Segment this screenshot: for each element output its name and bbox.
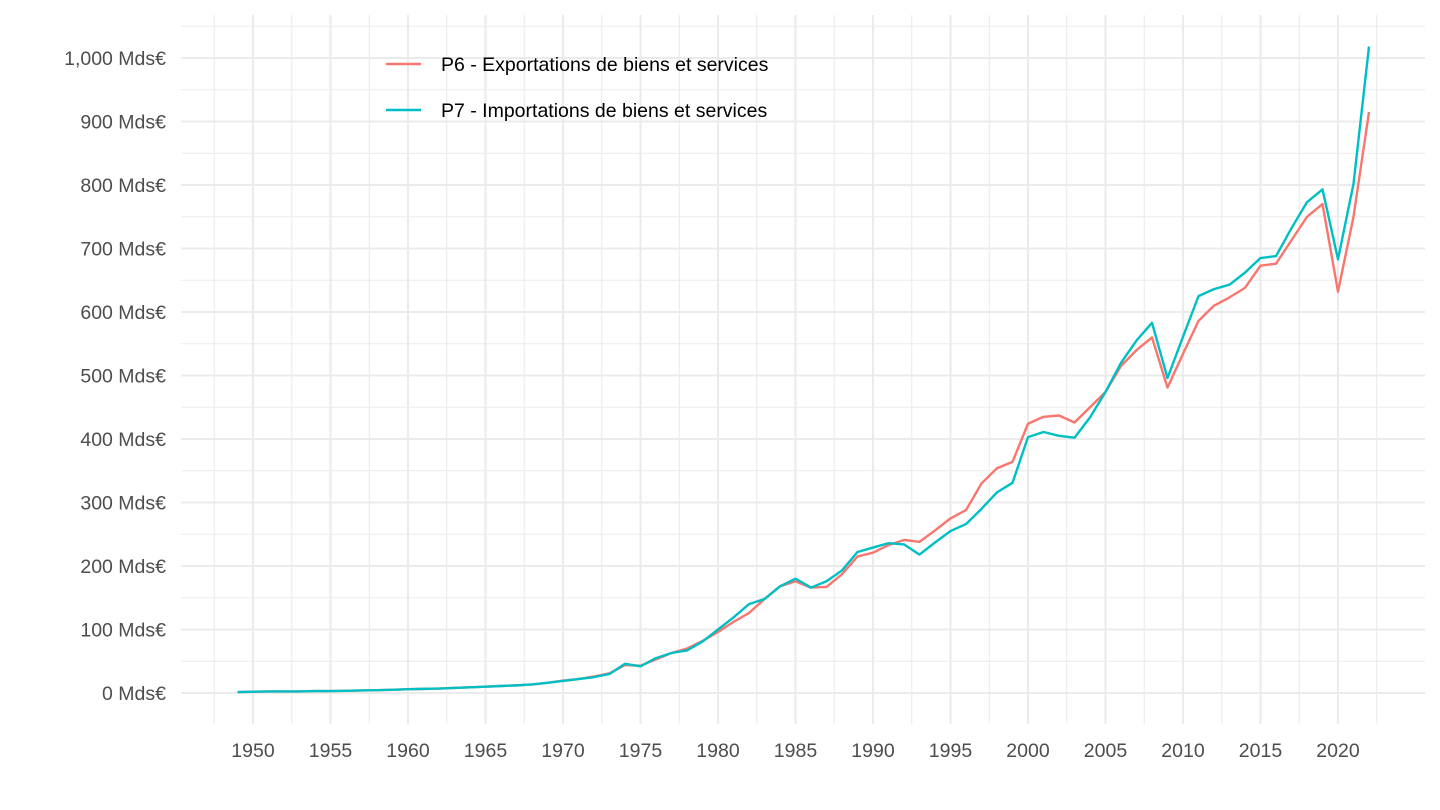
series-line-imports — [237, 46, 1371, 694]
legend-label-imports: P7 - Importations de biens et services — [441, 100, 767, 122]
y-tick-label: 300 Mds€ — [80, 493, 166, 515]
x-axis-tick-labels: 1950 1955 1960 1965 1970 1975 1980 1985 1990 1995… — [231, 740, 1360, 762]
x-tick-label: 1990 — [851, 740, 895, 762]
legend-label-exports: P6 - Exportations de biens et services — [441, 54, 769, 76]
x-tick-label: 2015 — [1239, 740, 1283, 762]
y-axis-tick-labels: 0 Mds€ 100 Mds€ 200 Mds€ 300 Mds€ 400 Mds€ 50… — [64, 48, 166, 705]
y-tick-label: 700 Mds€ — [80, 239, 166, 261]
x-tick-label: 2020 — [1316, 740, 1360, 762]
major-gridlines — [181, 15, 1425, 724]
y-tick-label: 1,000 Mds€ — [64, 48, 166, 70]
x-tick-label: 1980 — [696, 740, 740, 762]
x-tick-label: 1970 — [541, 740, 585, 762]
x-tick-label: 1950 — [231, 740, 275, 762]
y-tick-label: 400 Mds€ — [80, 429, 166, 451]
legend: P6 - Exportations de biens et services P… — [386, 54, 769, 122]
y-tick-label: 800 Mds€ — [80, 175, 166, 197]
series-lines — [237, 46, 1371, 694]
x-tick-label: 1975 — [619, 740, 663, 762]
x-tick-label: 1965 — [464, 740, 508, 762]
x-tick-label: 1995 — [929, 740, 973, 762]
x-tick-label: 1955 — [309, 740, 353, 762]
x-tick-label: 2005 — [1084, 740, 1128, 762]
x-tick-label: 2010 — [1161, 740, 1205, 762]
y-tick-label: 0 Mds€ — [102, 683, 166, 705]
y-tick-label: 200 Mds€ — [80, 556, 166, 578]
y-tick-label: 600 Mds€ — [80, 302, 166, 324]
x-tick-label: 2000 — [1006, 740, 1050, 762]
x-tick-label: 1960 — [386, 740, 430, 762]
y-tick-label: 900 Mds€ — [80, 112, 166, 134]
y-tick-label: 500 Mds€ — [80, 366, 166, 388]
x-tick-label: 1985 — [774, 740, 818, 762]
minor-gridlines — [181, 15, 1425, 724]
y-tick-label: 100 Mds€ — [80, 620, 166, 642]
